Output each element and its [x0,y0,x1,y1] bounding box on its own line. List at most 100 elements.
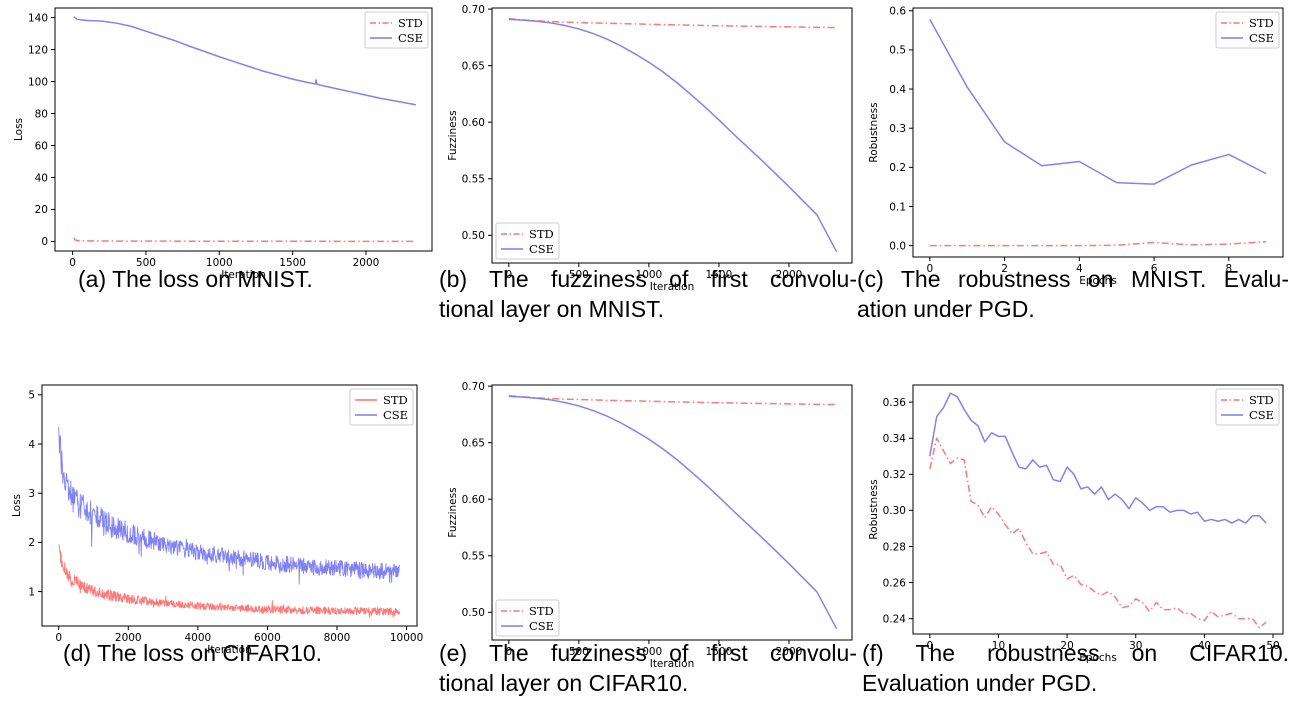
y-tick-label: 0.36 [883,397,907,409]
y-tick-label: 1 [28,586,35,598]
x-tick-label: 10000 [390,632,423,644]
caption-e-line1: (e) The fuzziness of first convolu- [439,640,857,666]
y-tick-label: 0.28 [883,541,906,553]
y-tick-label: 0.3 [889,123,906,135]
y-axis-label: Fuzziness [447,110,459,160]
x-tick-label: 2000 [776,646,803,658]
y-tick-label: 0.60 [462,494,485,506]
chart-d: 0 2000 4000 6000 8000 10000 1 2 3 4 5 Iteration Loss… [11,384,423,656]
x-tick-label: 2 [1001,263,1008,275]
x-tick-label: 20 [1060,640,1073,652]
caption-b: (b) The fuzziness of first convolu- tion… [439,264,857,324]
y-tick-label: 4 [28,439,35,451]
x-axis-label: Epochs [1079,652,1117,664]
chart-f: 0 10 20 30 40 50 0.24 0.26 0.28 0.30 0.32 0.34 0.36 E… [868,384,1284,664]
x-tick-label: 1000 [636,646,663,658]
series-line-std [929,240,1267,247]
y-tick-label: 2 [28,537,35,549]
x-tick-label: 0 [69,257,76,269]
x-tick-label: 0 [55,632,62,644]
y-tick-label: 0.70 [462,4,485,16]
caption-b-line1: (b) The fuzziness of first convolu- [439,266,857,292]
chart-c: 0 2 4 6 8 0.0 0.1 0.2 0.3 0.4 0.5 0.6 Epochs Robustne… [868,6,1284,287]
caption-c: (c) The robustness on MNIST. Evalu- atio… [857,264,1289,324]
series-line-cse [73,16,416,106]
y-tick-label: 0.5 [889,45,906,57]
caption-d: (d) The loss on CIFAR10. [63,638,403,668]
y-tick-label: 0.0 [889,240,906,252]
legend-label-cse: CSE [529,619,554,633]
y-tick-label: 60 [35,140,48,152]
series-line-cse [508,395,838,630]
x-axis-label: Iteration [207,644,252,656]
x-tick-label: 4 [1076,263,1083,275]
x-axis-label: Iteration [650,658,695,670]
series-line-std [73,237,416,243]
legend-label-std: STD [529,604,554,618]
y-tick-label: 80 [35,108,48,120]
y-axis-label: Loss [11,494,23,517]
x-tick-label: 50 [1266,640,1279,652]
series-line-cse [58,426,400,585]
x-axis-label: Iteration [221,269,266,281]
y-tick-label: 20 [35,204,48,216]
y-tick-label: 0.50 [462,607,485,619]
y-tick-label: 0.30 [883,505,906,517]
x-tick-label: 500 [136,257,156,269]
y-tick-label: 40 [35,172,48,184]
x-tick-label: 10 [992,640,1005,652]
y-tick-label: 0.26 [883,577,907,589]
x-tick-label: 0 [505,646,512,658]
x-tick-label: 500 [569,269,589,281]
plot-frame [41,384,418,627]
plot-frame [912,7,1284,258]
x-tick-label: 4000 [184,632,211,644]
y-tick-label: 0.24 [883,613,907,625]
legend-label-cse: CSE [1249,408,1274,422]
y-tick-label: 0.34 [883,433,907,445]
caption-e: (e) The fuzziness of first convolu- tion… [439,638,857,698]
y-tick-label: 5 [28,390,35,402]
y-tick-label: 120 [28,44,48,56]
caption-f: (f) The robustness on CIFAR10. Evaluatio… [862,638,1289,698]
legend-label-cse: CSE [383,408,408,422]
plot-frame [491,384,853,641]
x-tick-label: 2000 [115,632,142,644]
series-line-cse [929,18,1267,185]
legend-label-std: STD [1249,16,1274,30]
y-tick-label: 0.50 [462,230,485,242]
legend-label-std: STD [398,16,423,30]
legend-label-cse: CSE [1249,31,1274,45]
x-tick-label: 30 [1129,640,1142,652]
legend-label-cse: CSE [398,31,423,45]
x-tick-label: 6 [1151,263,1158,275]
caption-d-text: (d) The loss on CIFAR10. [63,640,323,666]
y-tick-label: 3 [28,488,35,500]
x-tick-label: 500 [569,646,589,658]
x-axis-label: Epochs [1079,275,1117,287]
y-tick-label: 100 [28,76,48,88]
y-tick-label: 0.6 [889,6,906,18]
x-tick-label: 1000 [636,269,663,281]
series-line-std [508,394,837,406]
plot-frame [912,384,1284,635]
x-axis-label: Iteration [650,281,695,293]
y-axis-label: Fuzziness [447,487,459,537]
y-tick-label: 0.70 [462,381,485,393]
x-tick-label: 40 [1198,640,1211,652]
x-tick-label: 0 [926,263,933,275]
legend-label-std: STD [1249,393,1274,407]
y-tick-label: 0.65 [462,437,485,449]
y-tick-label: 0.65 [462,60,485,72]
legend-label-cse: CSE [529,242,554,256]
y-axis-label: Robustness [868,102,880,162]
x-tick-label: 8 [1225,263,1232,275]
caption-a-text: (a) The loss on MNIST. [78,266,313,292]
caption-e-line2: tional layer on CIFAR10. [439,670,689,696]
x-tick-label: 0 [926,640,933,652]
